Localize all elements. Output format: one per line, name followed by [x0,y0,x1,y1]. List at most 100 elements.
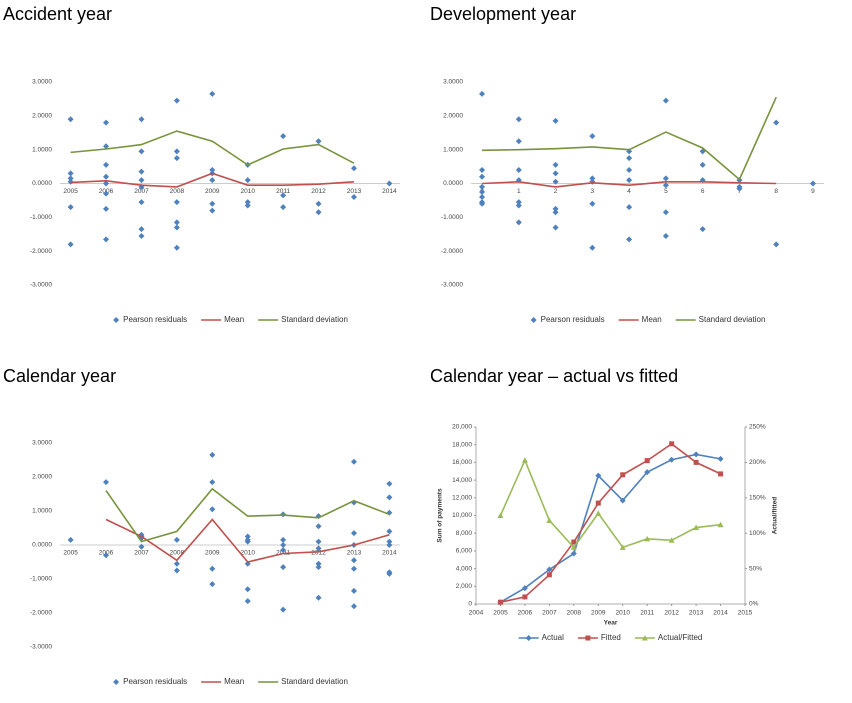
point [103,552,110,559]
point [589,244,596,251]
point [570,544,577,550]
point [386,480,393,487]
point [173,148,180,155]
x-tick-label: 1 [517,188,521,195]
point [209,479,216,486]
legend-label: Standard deviation [699,315,766,324]
point [479,166,486,173]
x-tick-label: 2 [554,188,558,195]
y-tick-label: -2.0000 [30,248,52,255]
y-axis-title: Sum of payments [437,488,444,543]
point [644,469,651,476]
point [138,168,145,175]
y-tick-label: 2,000 [456,583,473,590]
legend-label: Pearson residuals [541,315,605,324]
point [315,200,322,207]
point [479,200,486,207]
point [173,244,180,251]
point [350,530,357,537]
legend-label: Actual/Fitted [658,633,702,642]
x-tick-label: 2015 [738,610,753,617]
point [244,538,251,545]
point [662,209,669,216]
legend: Pearson residuals Mean Standard deviation [113,315,348,324]
point [209,451,216,458]
x-tick-label: 6 [701,188,705,195]
legend-marker [530,317,537,323]
y-tick-label: -2.0000 [30,610,52,617]
point [552,205,559,212]
point [497,512,504,518]
point [619,497,626,504]
point [280,547,287,554]
point [626,155,633,162]
point [595,472,602,479]
point [280,204,287,211]
point [315,138,322,145]
point [103,180,110,187]
y-tick-label: -3.0000 [30,282,52,289]
point [67,204,74,211]
y-tick-label: 6,000 [456,548,473,555]
point [67,116,74,123]
point [209,581,216,588]
y-tick-label: 8,000 [456,530,473,537]
point [138,177,145,184]
y-tick-label: -3.0000 [30,644,52,651]
point [138,226,145,233]
x-tick-label: 2010 [240,550,255,557]
point [315,209,322,216]
point [669,441,675,447]
legend-label: Mean [224,677,244,686]
point [522,594,528,600]
point [173,97,180,104]
legend-label: Pearson residuals [123,315,187,324]
point [736,185,743,192]
point [173,219,180,226]
point [209,207,216,214]
point [386,494,393,501]
point [103,236,110,243]
point [173,536,180,543]
point [67,536,74,543]
point [693,459,699,465]
point [315,564,322,571]
point [138,116,145,123]
point [315,560,322,567]
point [552,161,559,168]
point [386,528,393,535]
point [280,564,287,571]
y-tick-label: -2.0000 [441,248,463,255]
point [350,194,357,201]
y2-tick-label: 150% [749,495,766,502]
y-tick-label: 0.0000 [32,542,52,549]
x-tick-label: 2014 [713,610,728,617]
point [350,458,357,465]
point [244,533,251,540]
point [138,543,145,550]
x-tick-label: 2010 [240,188,255,195]
x-tick-label: 2006 [518,610,533,617]
series-line [500,442,721,604]
point [280,192,287,199]
x-tick-label: 2010 [615,610,630,617]
y-tick-label: -3.0000 [441,282,463,289]
x-tick-label: 2009 [205,550,220,557]
point [315,523,322,530]
point [386,542,393,548]
point [552,117,559,124]
point [209,565,216,572]
x-tick-label: 2008 [567,610,582,617]
y-tick-label: -1.0000 [30,214,52,221]
x-tick-label: 2013 [689,610,704,617]
point [280,536,287,543]
point [546,517,553,523]
point [521,457,528,463]
point [280,133,287,140]
x-tick-label: 3 [591,188,595,195]
x-tick-label: 2012 [664,610,679,617]
point [626,166,633,173]
point [244,202,251,209]
point [693,524,700,531]
x-tick-label: 2009 [205,188,220,195]
